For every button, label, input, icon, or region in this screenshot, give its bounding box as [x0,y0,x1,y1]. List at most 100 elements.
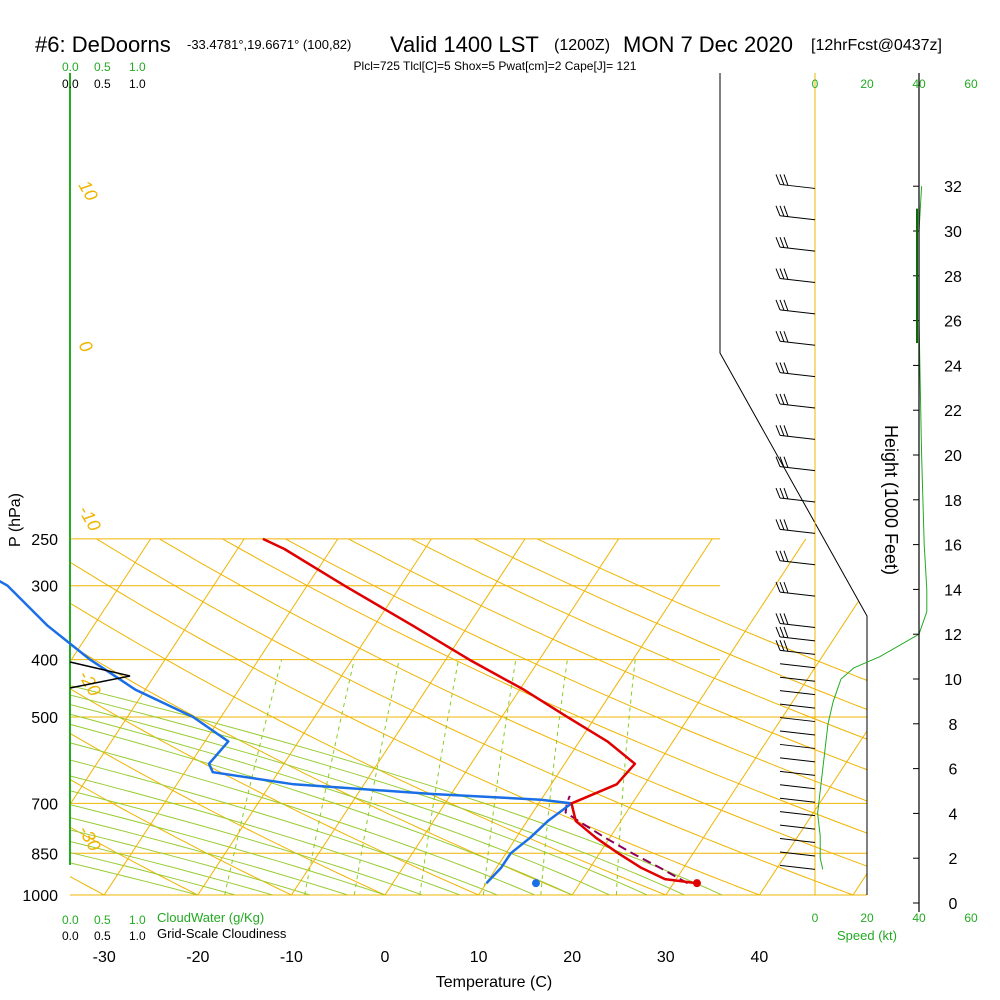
mixing-ratio-line [615,659,636,895]
wind-barb [779,690,816,696]
height-tick-8: 8 [949,717,958,734]
wind-barb-flag [779,205,785,217]
station-coords: -33.4781°,19.6671° (100,82) [187,37,351,52]
dry-adiabat [159,538,867,895]
y-axis-label: P (hPa) [7,493,24,547]
wind-barb-flag [783,456,789,468]
wind-barb-flag [779,456,785,468]
height-tick-20: 20 [944,448,962,465]
wind-barb [779,309,816,315]
height-tick-12: 12 [944,627,962,644]
temperature-tick: 20 [563,949,581,966]
dry-adiabat [70,538,760,895]
wind-barb-flag [779,613,785,625]
height-tick-2: 2 [949,851,958,868]
surface-wind-marker [69,661,131,689]
wind-barb-flag [783,331,789,343]
wind-barb [779,560,816,566]
parcel-trace [564,795,689,885]
stability-indices: Plcl=725 Tlcl[C]=5 Shox=5 Pwat[cm]=2 Cap… [354,59,637,73]
legend-bottom: 0.0 0.5 1.0 CloudWater (g/Kg) 0.0 0.5 1.… [62,910,897,943]
dry-adiabat-label: -20 [75,667,105,700]
wind-barb-flag [779,236,785,248]
wind-barb [779,636,816,642]
wind-barb [779,340,816,346]
speed-label: Speed (kt) [837,928,897,943]
wind-barb-flag [783,613,789,625]
wind-barb [779,466,816,472]
cloudiness-top-tick-0: 0.0 [62,77,79,91]
cloudiness-top-tick-2: 1.0 [129,77,146,91]
wind-barb [779,851,816,857]
cloudiness-tick-1: 0.5 [94,929,111,943]
cloudiness-top-tick-1: 0.5 [94,77,111,91]
temperature-tick: 10 [470,949,488,966]
cloudwater-label: CloudWater (g/Kg) [157,910,264,925]
wind-barb-flag [775,268,781,279]
moist-adiabat [70,538,723,895]
mixing-ratio-line [224,659,283,895]
wind-barb [779,183,816,189]
isotherm-line [70,538,152,895]
dewpoint-trace [0,579,573,885]
mixing-ratio-label: 8 [481,900,498,916]
mixing-ratio-label: 20 [613,894,636,917]
temperature-tick: -10 [280,949,303,966]
mixing-ratio-label: 5 [418,900,435,916]
height-tick-4: 4 [949,806,958,823]
isotherm-line [290,538,526,895]
pressure-tick-250: 250 [31,532,58,549]
wind-barb-flag [779,362,785,374]
dry-adiabat [70,538,199,895]
wind-barb-flag [783,626,789,639]
dry-adiabat [474,538,867,895]
wind-barb [779,215,816,221]
cloudiness-label: Grid-Scale Cloudiness [157,926,287,941]
wind-panel: 0020204040606002468101214161820222426283… [775,73,978,925]
wind-barb-flag [775,425,781,436]
mixing-ratio-line [353,659,400,895]
dry-adiabat [411,538,867,895]
wind-barb [779,372,816,378]
temperature-tick: 30 [657,949,675,966]
wind-barb-flag [783,393,789,406]
wind-barb [779,811,816,817]
forecast-date: MON 7 Dec 2020 [623,32,793,57]
wind-barb-flag [775,174,781,185]
wind-barb-flag [783,236,789,249]
mixing-ratio-line [304,659,355,895]
wind-barb-flag [783,174,789,186]
wind-barb-flag [775,550,781,561]
wind-barb-flag [783,550,789,562]
speed-tick-top: 20 [860,77,874,91]
temperature-tick: -30 [93,949,116,966]
plot-boundary [719,73,868,895]
wind-barb [779,676,816,682]
wind-barb-flag [783,425,789,437]
surface-dewpoint-dot [531,879,540,888]
temperature-trace [262,537,698,885]
height-tick-32: 32 [944,179,962,196]
wind-barb [779,757,816,763]
cloudwater-top-tick-2: 1.0 [129,60,146,74]
wind-barb-flag [779,581,785,593]
utc-time: (1200Z) [554,37,610,54]
pressure-tick-700: 700 [31,796,58,813]
dry-adiabat [70,538,666,895]
wind-barb [779,663,816,669]
wind-barb-flag [783,299,789,312]
moist-adiabat [70,538,498,895]
wind-barb-flag [779,487,785,499]
cloudwater-tick-0: 0.0 [62,913,79,927]
wind-barb-flag [783,205,789,217]
wind-barb-flag [775,205,781,216]
wind-barb [779,403,816,409]
wind-barb [779,784,816,790]
wind-barb [779,434,816,440]
pressure-tick-400: 400 [31,653,58,670]
temperature-tick: 40 [751,949,769,966]
wind-barb-flag [783,581,789,594]
x-axis-label: Temperature (C) [436,974,552,991]
wind-barb-flag [775,519,781,530]
pressure-tick-500: 500 [31,710,58,727]
